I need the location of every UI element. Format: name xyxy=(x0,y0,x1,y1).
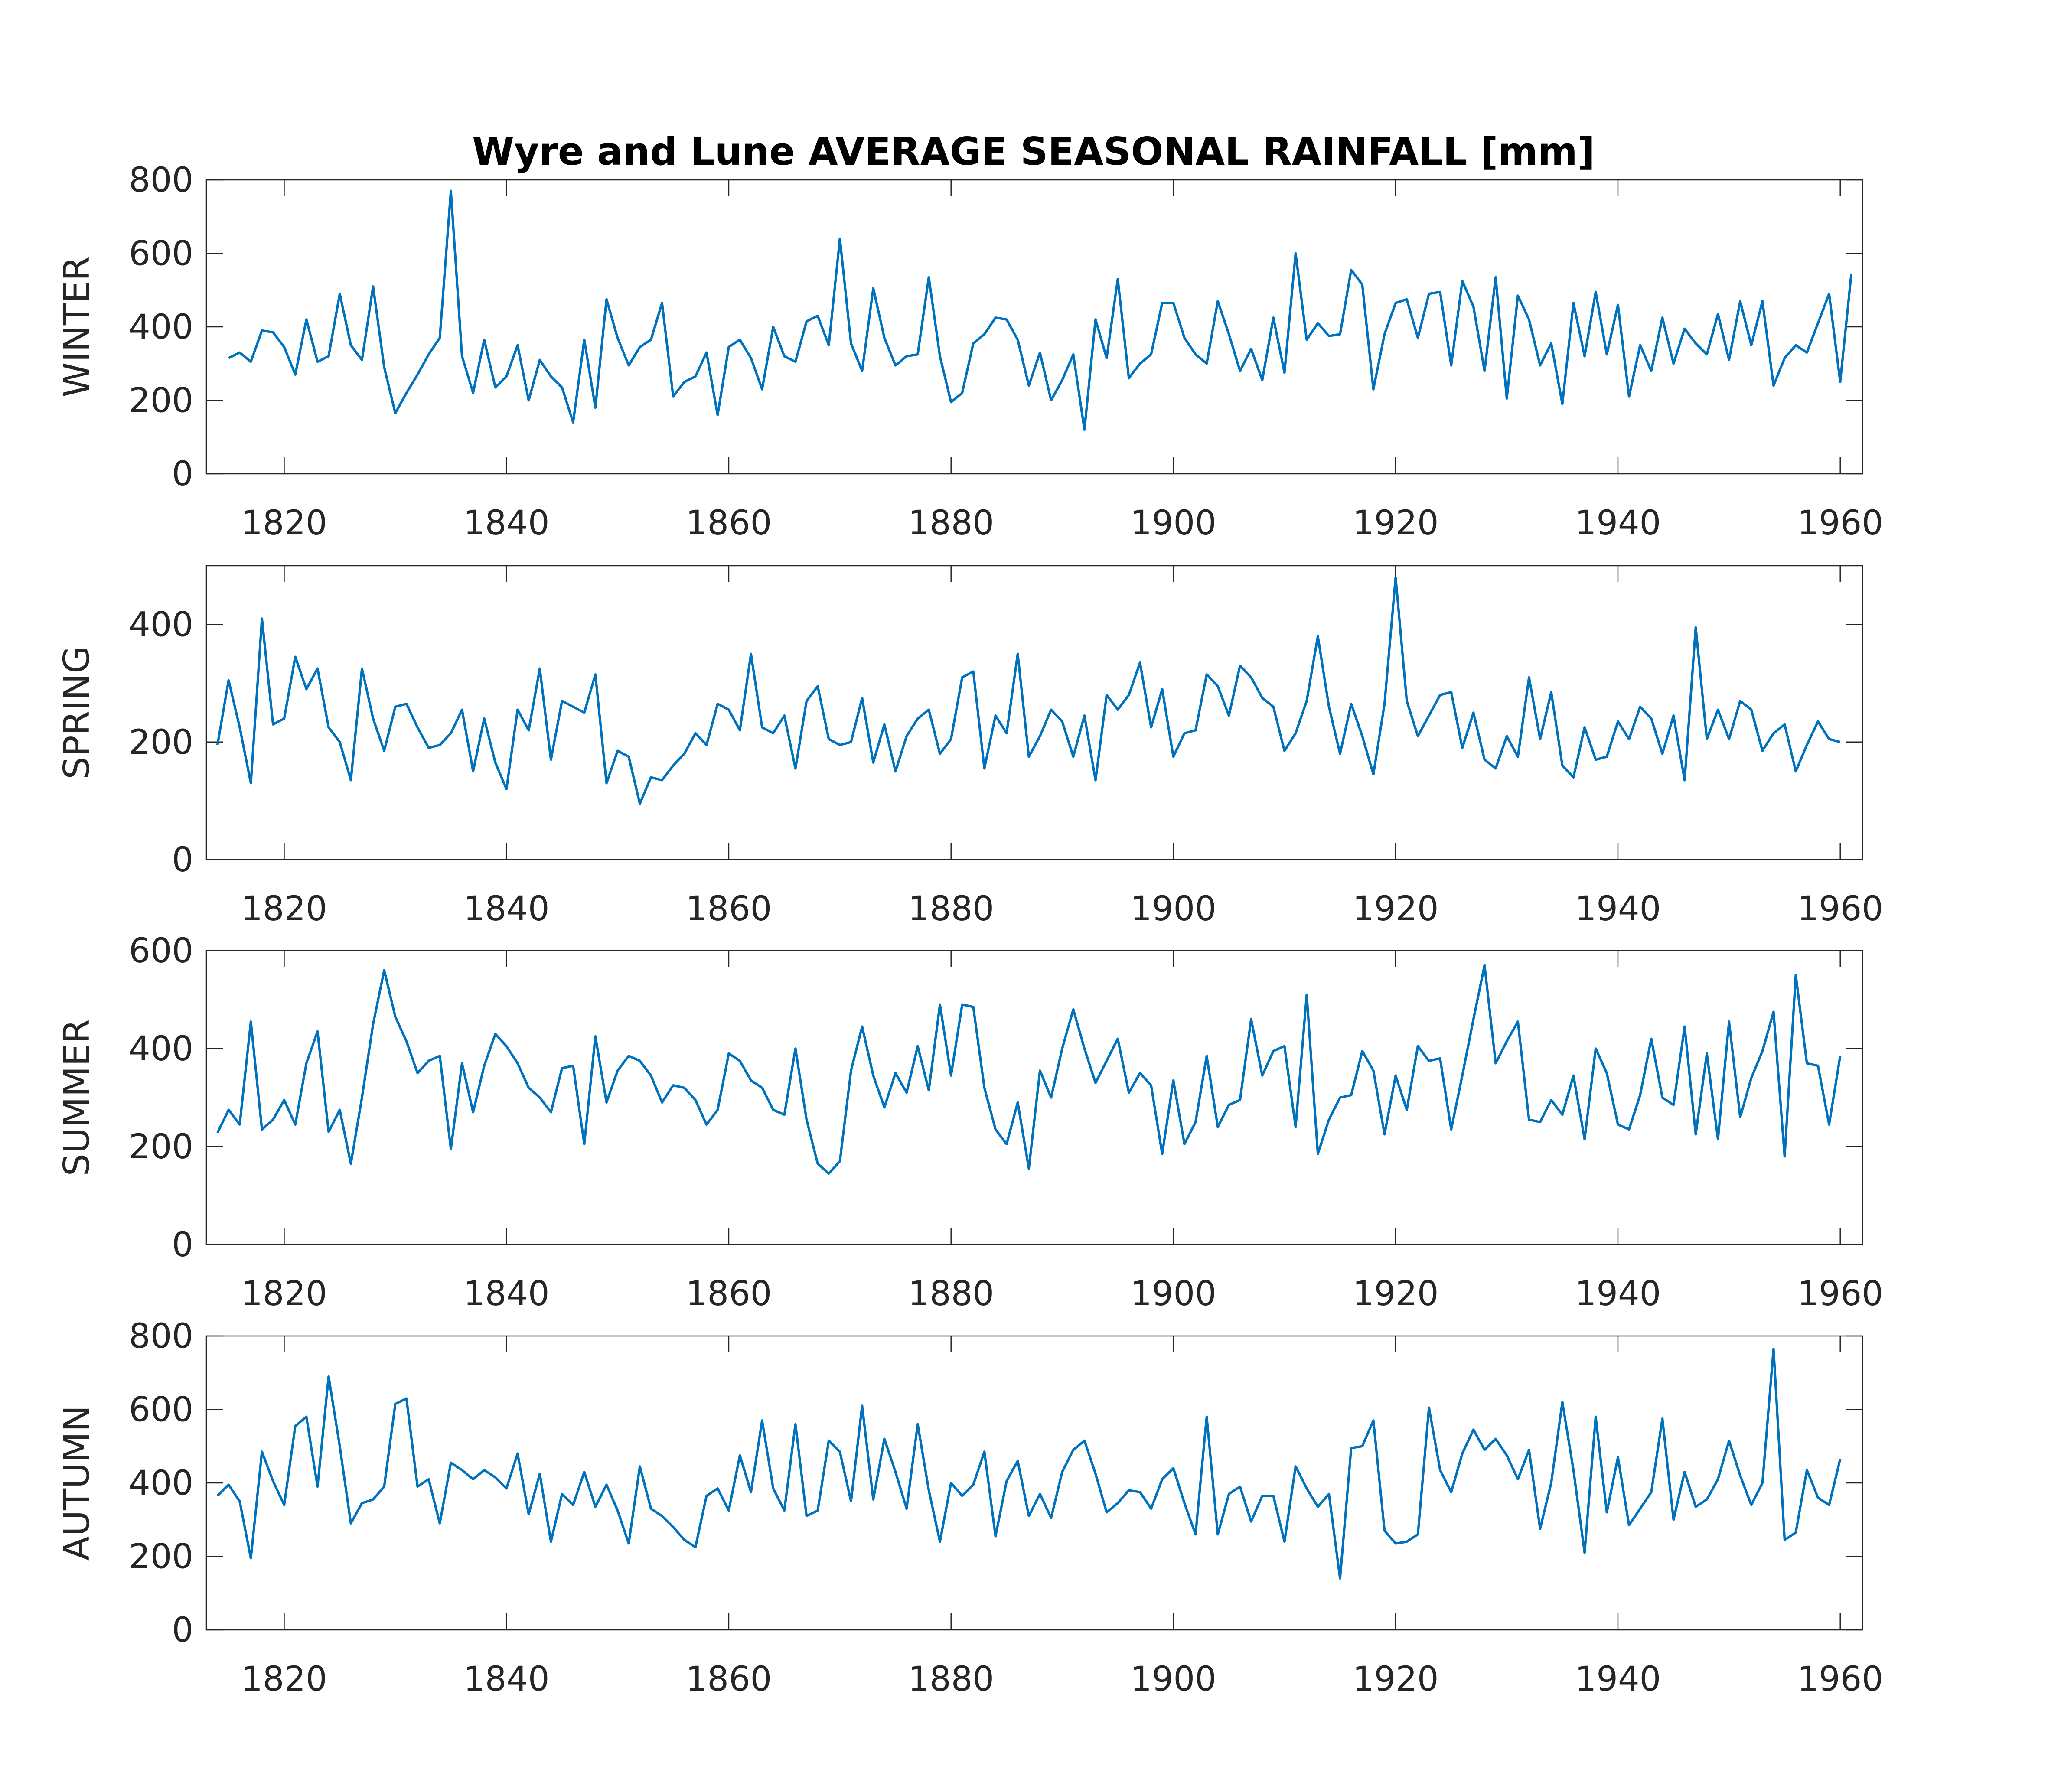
x-tick-label: 1900 xyxy=(1130,889,1216,929)
autumn-ylabel: AUTUMN xyxy=(56,1405,98,1561)
y-tick-label: 0 xyxy=(172,841,193,880)
x-tick-label: 1860 xyxy=(686,889,772,929)
winter-ylabel: WINTER xyxy=(56,256,98,397)
y-tick-label: 400 xyxy=(129,1030,193,1069)
autumn-panel: 1820 1840 1860 1880 1900 1920 1940 1960 0 200 400 6… xyxy=(56,1317,1883,1699)
x-tick-label: 1900 xyxy=(1130,1660,1216,1699)
y-tick-label: 200 xyxy=(129,381,193,420)
x-tick-label: 1860 xyxy=(686,1274,772,1313)
x-tick-label: 1960 xyxy=(1797,1660,1883,1699)
x-tick-label: 1940 xyxy=(1575,889,1661,929)
y-tick-label: 800 xyxy=(129,161,193,200)
x-tick-label: 1860 xyxy=(686,1660,772,1699)
x-tick-label: 1880 xyxy=(908,504,994,543)
y-tick-label: 0 xyxy=(172,455,193,494)
x-tick-label: 1920 xyxy=(1353,889,1439,929)
y-tick-label: 200 xyxy=(129,1538,193,1577)
y-tick-label: 600 xyxy=(129,235,193,274)
x-tick-label: 1820 xyxy=(241,1660,327,1699)
y-tick-label: 800 xyxy=(129,1317,193,1356)
x-tick-label: 1840 xyxy=(463,1660,550,1699)
y-tick-label: 400 xyxy=(129,308,193,347)
x-tick-label: 1920 xyxy=(1353,504,1439,543)
winter-panel: 1820 1840 1860 1880 1900 1920 1940 1960 0 200 400 6… xyxy=(56,161,1883,543)
spring-panel: 1820 1840 1860 1880 1900 1920 1940 1960 0 200 400 S… xyxy=(56,565,1883,929)
y-tick-label: 200 xyxy=(129,723,193,762)
summer-axes-box xyxy=(205,950,1863,1245)
x-tick-label: 1880 xyxy=(908,1274,994,1313)
x-tick-label: 1960 xyxy=(1797,889,1883,929)
y-tick-label: 400 xyxy=(129,606,193,645)
x-tick-label: 1880 xyxy=(908,889,994,929)
y-tick-label: 600 xyxy=(129,932,193,971)
summer-series-line xyxy=(216,964,1842,1175)
x-tick-label: 1820 xyxy=(241,1274,327,1313)
chart-title: Wyre and Lune AVERAGE SEASONAL RAINFALL … xyxy=(472,129,1595,174)
x-tick-label: 1960 xyxy=(1797,1274,1883,1313)
summer-panel: 1820 1840 1860 1880 1900 1920 1940 1960 0 200 400 6… xyxy=(56,932,1883,1313)
x-tick-label: 1960 xyxy=(1797,504,1883,543)
y-tick-label: 0 xyxy=(172,1225,193,1264)
y-tick-label: 0 xyxy=(172,1611,193,1650)
x-tick-label: 1820 xyxy=(241,504,327,543)
x-tick-label: 1840 xyxy=(463,889,550,929)
x-tick-label: 1920 xyxy=(1353,1660,1439,1699)
x-tick-label: 1940 xyxy=(1575,1274,1661,1313)
spring-ylabel: SPRING xyxy=(56,646,98,779)
autumn-axes-box xyxy=(205,1335,1863,1631)
y-tick-label: 600 xyxy=(129,1391,193,1430)
x-tick-label: 1920 xyxy=(1353,1274,1439,1313)
autumn-series-line xyxy=(216,1347,1842,1580)
y-tick-label: 200 xyxy=(129,1127,193,1166)
summer-ylabel: SUMMER xyxy=(56,1019,98,1176)
x-tick-label: 1880 xyxy=(908,1660,994,1699)
y-tick-label: 400 xyxy=(129,1464,193,1503)
x-tick-label: 1860 xyxy=(686,504,772,543)
x-tick-label: 1900 xyxy=(1130,1274,1216,1313)
winter-series-line xyxy=(228,189,1853,431)
x-tick-label: 1840 xyxy=(463,504,550,543)
x-tick-label: 1840 xyxy=(463,1274,550,1313)
x-tick-label: 1940 xyxy=(1575,1660,1661,1699)
spring-series-line xyxy=(216,576,1841,805)
x-tick-label: 1940 xyxy=(1575,504,1661,543)
x-tick-label: 1900 xyxy=(1130,504,1216,543)
winter-axes-box xyxy=(205,179,1863,475)
x-tick-label: 1820 xyxy=(241,889,327,929)
spring-axes-box xyxy=(205,565,1863,860)
